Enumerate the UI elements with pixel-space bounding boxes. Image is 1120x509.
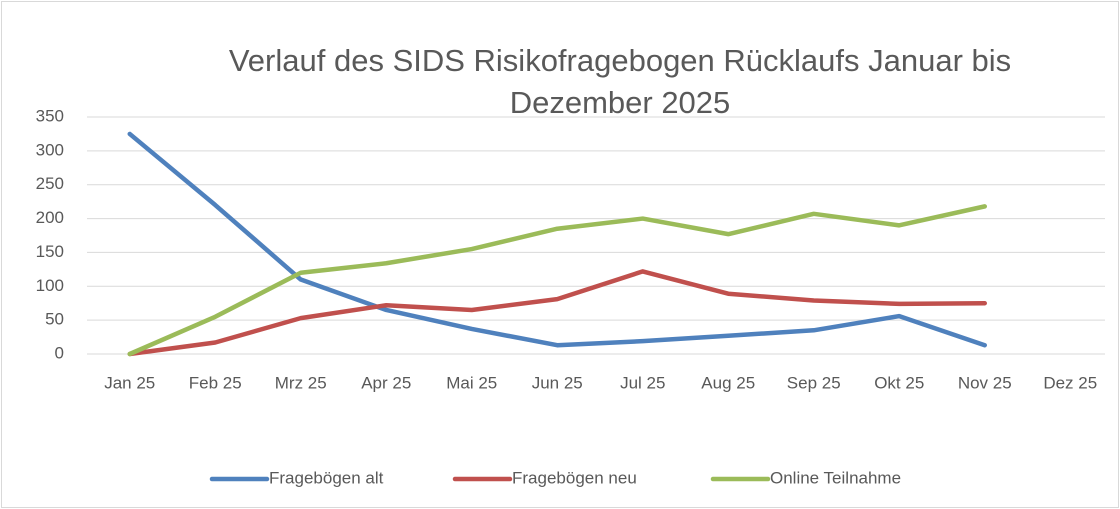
x-tick-label: Jun 25 xyxy=(532,373,583,392)
x-tick-label: Mai 25 xyxy=(446,373,497,392)
series-line xyxy=(127,131,987,348)
legend-label: Fragebögen neu xyxy=(512,468,637,487)
x-tick-label: Feb 25 xyxy=(189,373,242,392)
x-tick-label: Okt 25 xyxy=(874,373,924,392)
x-tick-label: Sep 25 xyxy=(787,373,841,392)
legend-label: Fragebögen alt xyxy=(269,468,384,487)
x-tick-label: Mrz 25 xyxy=(275,373,327,392)
y-tick-label: 250 xyxy=(36,174,64,193)
y-tick-label: 100 xyxy=(36,276,64,295)
y-tick-label: 150 xyxy=(36,242,64,261)
y-tick-label: 350 xyxy=(36,106,64,125)
x-tick-label: Aug 25 xyxy=(701,373,755,392)
chart-title: Verlauf des SIDS Risikofragebogen Rückla… xyxy=(228,43,1012,120)
y-tick-label: 200 xyxy=(36,208,64,227)
series-line xyxy=(127,269,987,357)
y-tick-label: 0 xyxy=(55,343,64,362)
x-tick-label: Dez 25 xyxy=(1043,373,1097,392)
y-tick-label: 50 xyxy=(45,310,64,329)
x-tick-label: Jan 25 xyxy=(104,373,155,392)
x-tick-label: Apr 25 xyxy=(361,373,411,392)
y-tick-label: 300 xyxy=(36,140,64,159)
x-tick-label: Nov 25 xyxy=(958,373,1012,392)
legend-label: Online Teilnahme xyxy=(770,468,901,487)
x-tick-label: Jul 25 xyxy=(620,373,665,392)
series-line xyxy=(127,204,987,357)
